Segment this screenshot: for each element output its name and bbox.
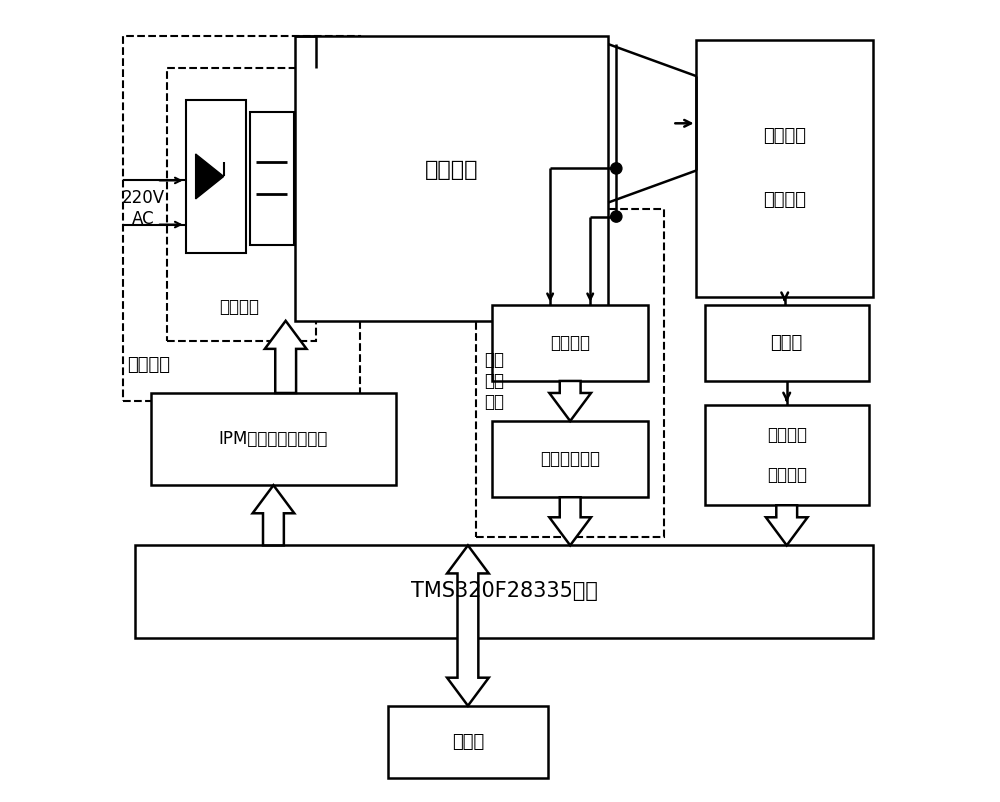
Bar: [186, 100, 246, 253]
Text: 霍尔传感: 霍尔传感: [550, 334, 590, 352]
Polygon shape: [447, 545, 489, 706]
Polygon shape: [265, 321, 307, 393]
Bar: [295, 36, 608, 321]
Text: 220V
AC: 220V AC: [122, 189, 165, 228]
Bar: [135, 545, 873, 638]
Text: 上位机: 上位机: [452, 733, 484, 751]
Bar: [492, 421, 648, 497]
Text: 整流电路: 整流电路: [219, 298, 259, 316]
Bar: [250, 112, 294, 245]
Bar: [388, 706, 548, 778]
Bar: [167, 68, 316, 341]
Circle shape: [611, 163, 622, 174]
Circle shape: [611, 211, 622, 222]
Bar: [705, 405, 869, 505]
Text: 同步电机: 同步电机: [763, 192, 806, 209]
Text: 位置速度: 位置速度: [767, 426, 807, 444]
Text: 逆变电路: 逆变电路: [425, 160, 479, 180]
Text: 永磁直线: 永磁直线: [763, 128, 806, 145]
Bar: [151, 393, 396, 485]
Bar: [705, 305, 869, 381]
Polygon shape: [766, 505, 808, 545]
Bar: [123, 36, 360, 401]
Polygon shape: [549, 497, 591, 545]
Bar: [492, 305, 648, 381]
Polygon shape: [253, 485, 294, 545]
Text: 光栅尺: 光栅尺: [771, 334, 803, 352]
Bar: [696, 40, 873, 297]
Text: 检测
电路
部分: 检测 电路 部分: [484, 351, 504, 411]
Text: 电源部分: 电源部分: [127, 356, 170, 374]
Bar: [476, 209, 664, 537]
Polygon shape: [549, 381, 591, 421]
Text: 电流检测电路: 电流检测电路: [540, 450, 600, 468]
Text: IPM隔离保护驱动电路: IPM隔离保护驱动电路: [219, 430, 328, 448]
Polygon shape: [196, 154, 224, 199]
Text: TMS320F28335部分: TMS320F28335部分: [411, 581, 597, 602]
Text: 检测电路: 检测电路: [767, 466, 807, 484]
